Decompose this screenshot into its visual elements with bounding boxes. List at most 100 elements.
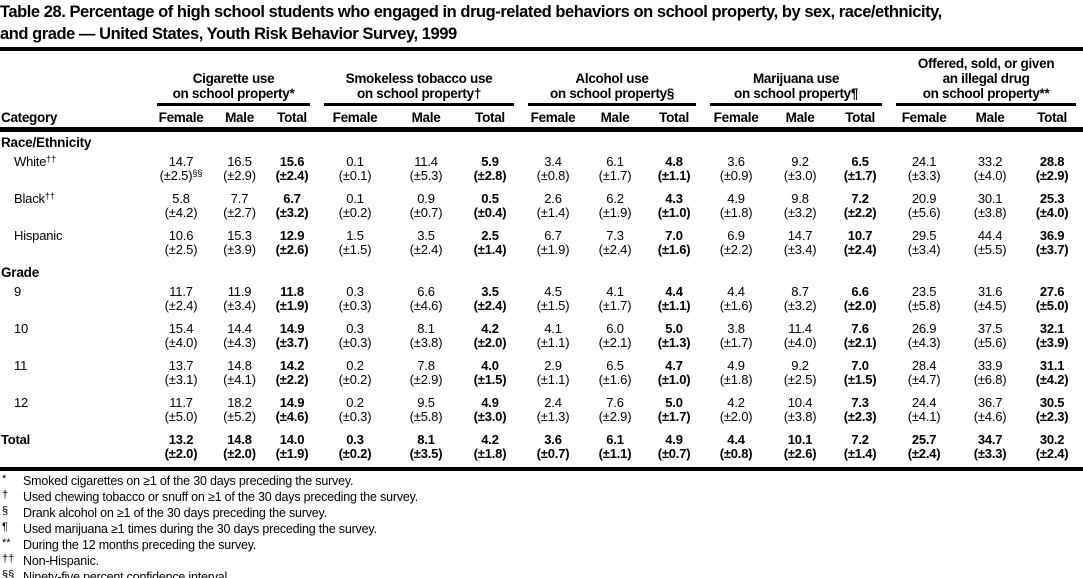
ci-cell: (±1.6) (598, 372, 632, 387)
category-spacer-cell (0, 447, 150, 466)
category-cell: Black†† (14, 191, 55, 206)
value-cell: 23.5 (911, 284, 937, 299)
ci-cell: (±2.0) (164, 446, 198, 461)
value-cell: 7.6 (606, 395, 624, 410)
ci-cell: (±3.2) (275, 205, 309, 220)
value-cell: 6.7 (544, 228, 562, 243)
category-spacer-cell (0, 373, 150, 392)
footnote-text: During the 12 months preceding the surve… (23, 538, 257, 552)
ci-cell: (±1.1) (657, 298, 691, 313)
value-cell: 3.5 (417, 228, 435, 243)
value-cell: 4.2 (481, 432, 499, 447)
category-footnote-marker: †† (46, 154, 57, 164)
value-cell: 20.9 (911, 191, 937, 206)
column-group-header-line: Offered, sold, or given (917, 56, 1055, 71)
sub-header-cell: Female (530, 110, 576, 125)
ci-cell: (±2.6) (275, 242, 309, 257)
ci-cell: (±1.1) (657, 168, 691, 183)
value-cell: 6.2 (606, 191, 624, 206)
value-cell: 6.5 (851, 154, 869, 169)
value-cell: 15.6 (279, 154, 305, 169)
ci-cell: (±2.4) (598, 242, 632, 257)
category-footnote-marker: †† (44, 191, 55, 201)
table-row: 12 11.7 18.2 14.9 0.2 9.5 4.9 2.4 7.6 5.0 4.2 10.4 7… (0, 392, 1083, 410)
category-spacer-cell (0, 206, 150, 225)
category-header-cell: Category (1, 110, 58, 125)
value-cell: 14.7 (168, 154, 194, 169)
value-cell: 2.5 (481, 228, 499, 243)
column-group-header-line: on school property* (172, 86, 295, 101)
ci-cell: (±1.9) (536, 242, 570, 257)
column-group-header: Cigarette use on school property* (150, 56, 317, 106)
value-cell: 14.4 (227, 321, 252, 336)
value-cell: 31.1 (1039, 358, 1065, 373)
value-cell: 11.7 (169, 395, 193, 410)
ci-cell: (±2.5) (783, 372, 817, 387)
ci-cell: (±0.2) (338, 372, 372, 387)
value-cell: 7.3 (606, 228, 624, 243)
sub-header-cell: Total (659, 110, 689, 125)
value-cell: 8.1 (417, 432, 435, 447)
confidence-interval-row: (±2.5) (±3.9) (±2.6) (±1.5) (±2.4) (±1.4) (±1.… (0, 243, 1083, 262)
ci-cell: (±1.0) (657, 205, 691, 220)
ci-cell: (±3.9) (223, 242, 256, 257)
ci-cell: (±1.7) (598, 168, 632, 183)
sub-header-cell: Male (411, 110, 441, 125)
ci-cell: (±1.8) (719, 205, 753, 220)
category-column-spacer (0, 56, 150, 106)
ci-cell: (±1.1) (536, 335, 570, 350)
ci-cell: (±2.8) (473, 168, 507, 183)
ci-cell: (±1.6) (657, 242, 691, 257)
ci-cell: (±4.1) (223, 372, 256, 387)
ci-cell: (±3.4) (223, 298, 256, 313)
table-title-line2: and grade — United States, Youth Risk Be… (0, 25, 457, 43)
table-row: White†† 14.7 16.5 15.6 0.1 11.4 5.9 3.4 6.1 4.8 3.… (0, 151, 1083, 169)
confidence-interval-row: (±2.5)§§ (±2.9) (±2.4) (±0.1) (±5.3) (±2.8) (±… (0, 169, 1083, 188)
ci-cell: (±2.7) (223, 205, 256, 220)
ci-cell: (±5.8) (409, 409, 443, 424)
ci-cell: (±2.6) (783, 446, 817, 461)
ci-cell: (±0.7) (536, 446, 570, 461)
value-cell: 12.9 (279, 228, 305, 243)
ci-cell: (±4.0) (973, 168, 1007, 183)
ci-cell: (±5.3) (409, 168, 443, 183)
table-row: Hispanic 10.6 15.3 12.9 1.5 3.5 2.5 6.7 7.3 7.0 6.… (0, 225, 1083, 243)
sub-header-cell: Total (277, 110, 307, 125)
value-cell: 33.2 (977, 154, 1003, 169)
ci-cell: (±0.7) (657, 446, 691, 461)
value-cell: 28.8 (1039, 154, 1065, 169)
ci-cell: (±3.7) (275, 335, 309, 350)
value-cell: 0.1 (346, 154, 364, 169)
confidence-interval-row: (±2.0) (±2.0) (±1.9) (±0.2) (±3.5) (±1.8) (±0.… (0, 447, 1083, 466)
value-cell: 7.0 (665, 228, 683, 243)
ci-cell: (±5.6) (907, 205, 941, 220)
value-cell: 3.6 (544, 432, 562, 447)
ci-cell: (±5.0) (1035, 298, 1069, 313)
column-group-header-line: on school property** (922, 86, 1050, 101)
ci-cell: (±3.2) (783, 205, 817, 220)
value-cell: 18.2 (227, 395, 252, 410)
ci-cell: (±2.1) (843, 335, 877, 350)
column-group-header-line: an illegal drug (942, 71, 1030, 86)
value-cell: 24.1 (911, 154, 937, 169)
sub-header-row: Category Female Male Total Female Male Total Fe… (0, 106, 1083, 130)
category-cell: Hispanic (14, 228, 63, 243)
footnotes: * Smoked cigarettes on ≥1 of the 30 days … (0, 471, 1083, 578)
ci-cell: (±1.3) (657, 335, 691, 350)
ci-cell: (±3.4) (907, 242, 941, 257)
value-cell: 9.2 (791, 154, 809, 169)
value-cell: 28.4 (911, 358, 937, 373)
ci-cell: (±0.2) (338, 205, 372, 220)
footnote-text: Smoked cigarettes on ≥1 of the 30 days p… (23, 474, 354, 488)
ci-cell: (±1.4) (843, 446, 877, 461)
value-cell: 6.9 (727, 228, 745, 243)
footnote-text: Ninety-five percent confidence interval. (23, 570, 231, 578)
footnote-line: * Smoked cigarettes on ≥1 of the 30 days … (2, 473, 1083, 490)
value-cell: 11.8 (280, 284, 304, 299)
value-cell: 10.7 (847, 228, 873, 243)
ci-cell: (±1.9) (275, 446, 309, 461)
table-row: Total 13.2 14.8 14.0 0.3 8.1 4.2 3.6 6.1 4.9 4.4 10… (0, 429, 1083, 447)
ci-cell: (±2.0) (473, 335, 507, 350)
ci-cell: (±2.2) (719, 242, 753, 257)
ci-cell: (±5.2) (223, 409, 256, 424)
